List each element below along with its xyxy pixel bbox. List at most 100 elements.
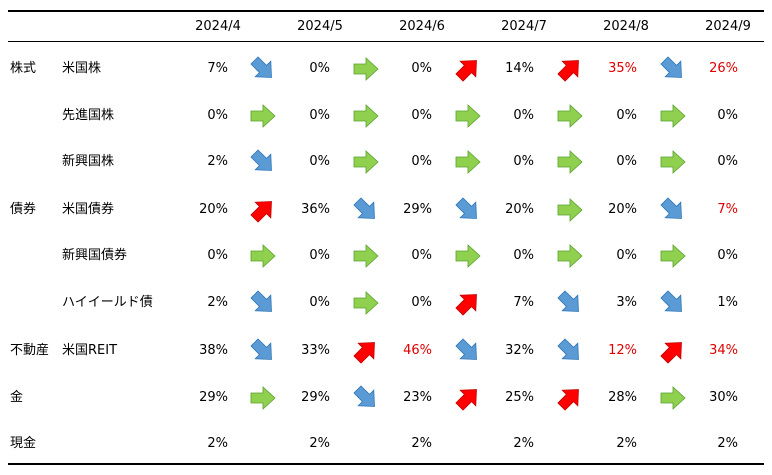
arrow-right-icon	[556, 242, 584, 270]
arrow-right-icon	[659, 102, 687, 130]
arrow-up-right-icon	[659, 337, 687, 365]
value-cell: 0%	[717, 248, 738, 263]
bottom-rule	[8, 463, 764, 465]
arrow-right-icon	[454, 102, 482, 130]
value-cell: 0%	[309, 61, 330, 76]
arrow-right-icon	[556, 102, 584, 130]
value-cell: 0%	[717, 154, 738, 169]
value-cell: 3%	[616, 295, 637, 310]
arrow-up-right-icon	[352, 337, 380, 365]
value-cell: 20%	[505, 202, 534, 217]
value-cell: 2%	[207, 154, 228, 169]
value-cell: 2%	[717, 436, 738, 451]
value-cell: 12%	[608, 343, 637, 358]
row-asset-name: 米国債券	[62, 202, 115, 217]
arrow-up-right-icon	[454, 55, 482, 83]
value-cell: 0%	[616, 108, 637, 123]
value-cell: 2%	[411, 436, 432, 451]
value-cell: 0%	[207, 248, 228, 263]
arrow-down-right-icon	[249, 337, 277, 365]
value-cell: 20%	[199, 202, 228, 217]
arrow-up-right-icon	[556, 384, 584, 412]
arrow-right-icon	[659, 242, 687, 270]
value-cell: 0%	[513, 248, 534, 263]
top-rule	[8, 10, 764, 12]
arrow-down-right-icon	[659, 55, 687, 83]
value-cell: 0%	[309, 154, 330, 169]
row-category: 不動産	[10, 343, 50, 358]
arrow-down-right-icon	[454, 337, 482, 365]
arrow-right-icon	[659, 384, 687, 412]
row-category: 現金	[10, 436, 37, 451]
value-cell: 23%	[403, 390, 432, 405]
value-cell: 7%	[207, 61, 228, 76]
value-cell: 29%	[199, 390, 228, 405]
month-header: 2024/4	[195, 19, 241, 34]
value-cell: 14%	[505, 61, 534, 76]
arrow-down-right-icon	[556, 337, 584, 365]
value-cell: 1%	[717, 295, 738, 310]
value-cell: 29%	[403, 202, 432, 217]
value-cell: 0%	[513, 154, 534, 169]
arrow-right-icon	[454, 242, 482, 270]
arrow-right-icon	[352, 102, 380, 130]
month-header: 2024/7	[501, 19, 547, 34]
value-cell: 0%	[309, 108, 330, 123]
value-cell: 33%	[301, 343, 330, 358]
arrow-down-right-icon	[249, 289, 277, 317]
arrow-down-right-icon	[556, 289, 584, 317]
month-header: 2024/8	[603, 19, 649, 34]
value-cell: 35%	[608, 61, 637, 76]
value-cell: 29%	[301, 390, 330, 405]
value-cell: 0%	[411, 61, 432, 76]
value-cell: 32%	[505, 343, 534, 358]
value-cell: 7%	[717, 202, 738, 217]
value-cell: 0%	[309, 248, 330, 263]
value-cell: 36%	[301, 202, 330, 217]
month-header: 2024/5	[297, 19, 343, 34]
value-cell: 26%	[709, 61, 738, 76]
value-cell: 0%	[411, 154, 432, 169]
arrow-right-icon	[249, 242, 277, 270]
month-header: 2024/9	[705, 19, 751, 34]
arrow-right-icon	[556, 196, 584, 224]
value-cell: 0%	[309, 295, 330, 310]
row-asset-name: 米国株	[62, 61, 102, 76]
arrow-down-right-icon	[249, 148, 277, 176]
arrow-up-right-icon	[249, 196, 277, 224]
row-category: 債券	[10, 202, 37, 217]
value-cell: 0%	[513, 108, 534, 123]
arrow-right-icon	[249, 102, 277, 130]
arrow-right-icon	[556, 148, 584, 176]
value-cell: 0%	[411, 108, 432, 123]
arrow-right-icon	[249, 384, 277, 412]
arrow-right-icon	[659, 148, 687, 176]
arrow-right-icon	[352, 242, 380, 270]
value-cell: 2%	[207, 436, 228, 451]
value-cell: 25%	[505, 390, 534, 405]
value-cell: 2%	[309, 436, 330, 451]
arrow-down-right-icon	[454, 196, 482, 224]
header-rule	[8, 41, 764, 42]
arrow-down-right-icon	[352, 196, 380, 224]
row-asset-name: 新興国株	[62, 154, 115, 169]
value-cell: 30%	[709, 390, 738, 405]
arrow-down-right-icon	[659, 289, 687, 317]
row-asset-name: 米国REIT	[62, 343, 118, 358]
arrow-right-icon	[352, 55, 380, 83]
value-cell: 46%	[403, 343, 432, 358]
value-cell: 38%	[199, 343, 228, 358]
value-cell: 34%	[709, 343, 738, 358]
arrow-down-right-icon	[352, 384, 380, 412]
value-cell: 0%	[207, 108, 228, 123]
row-asset-name: ハイイールド債	[62, 295, 153, 310]
value-cell: 20%	[608, 202, 637, 217]
month-header: 2024/6	[399, 19, 445, 34]
arrow-up-right-icon	[454, 289, 482, 317]
row-asset-name: 先進国株	[62, 108, 115, 123]
arrow-right-icon	[352, 148, 380, 176]
arrow-right-icon	[454, 148, 482, 176]
value-cell: 2%	[207, 295, 228, 310]
value-cell: 0%	[616, 248, 637, 263]
value-cell: 7%	[513, 295, 534, 310]
